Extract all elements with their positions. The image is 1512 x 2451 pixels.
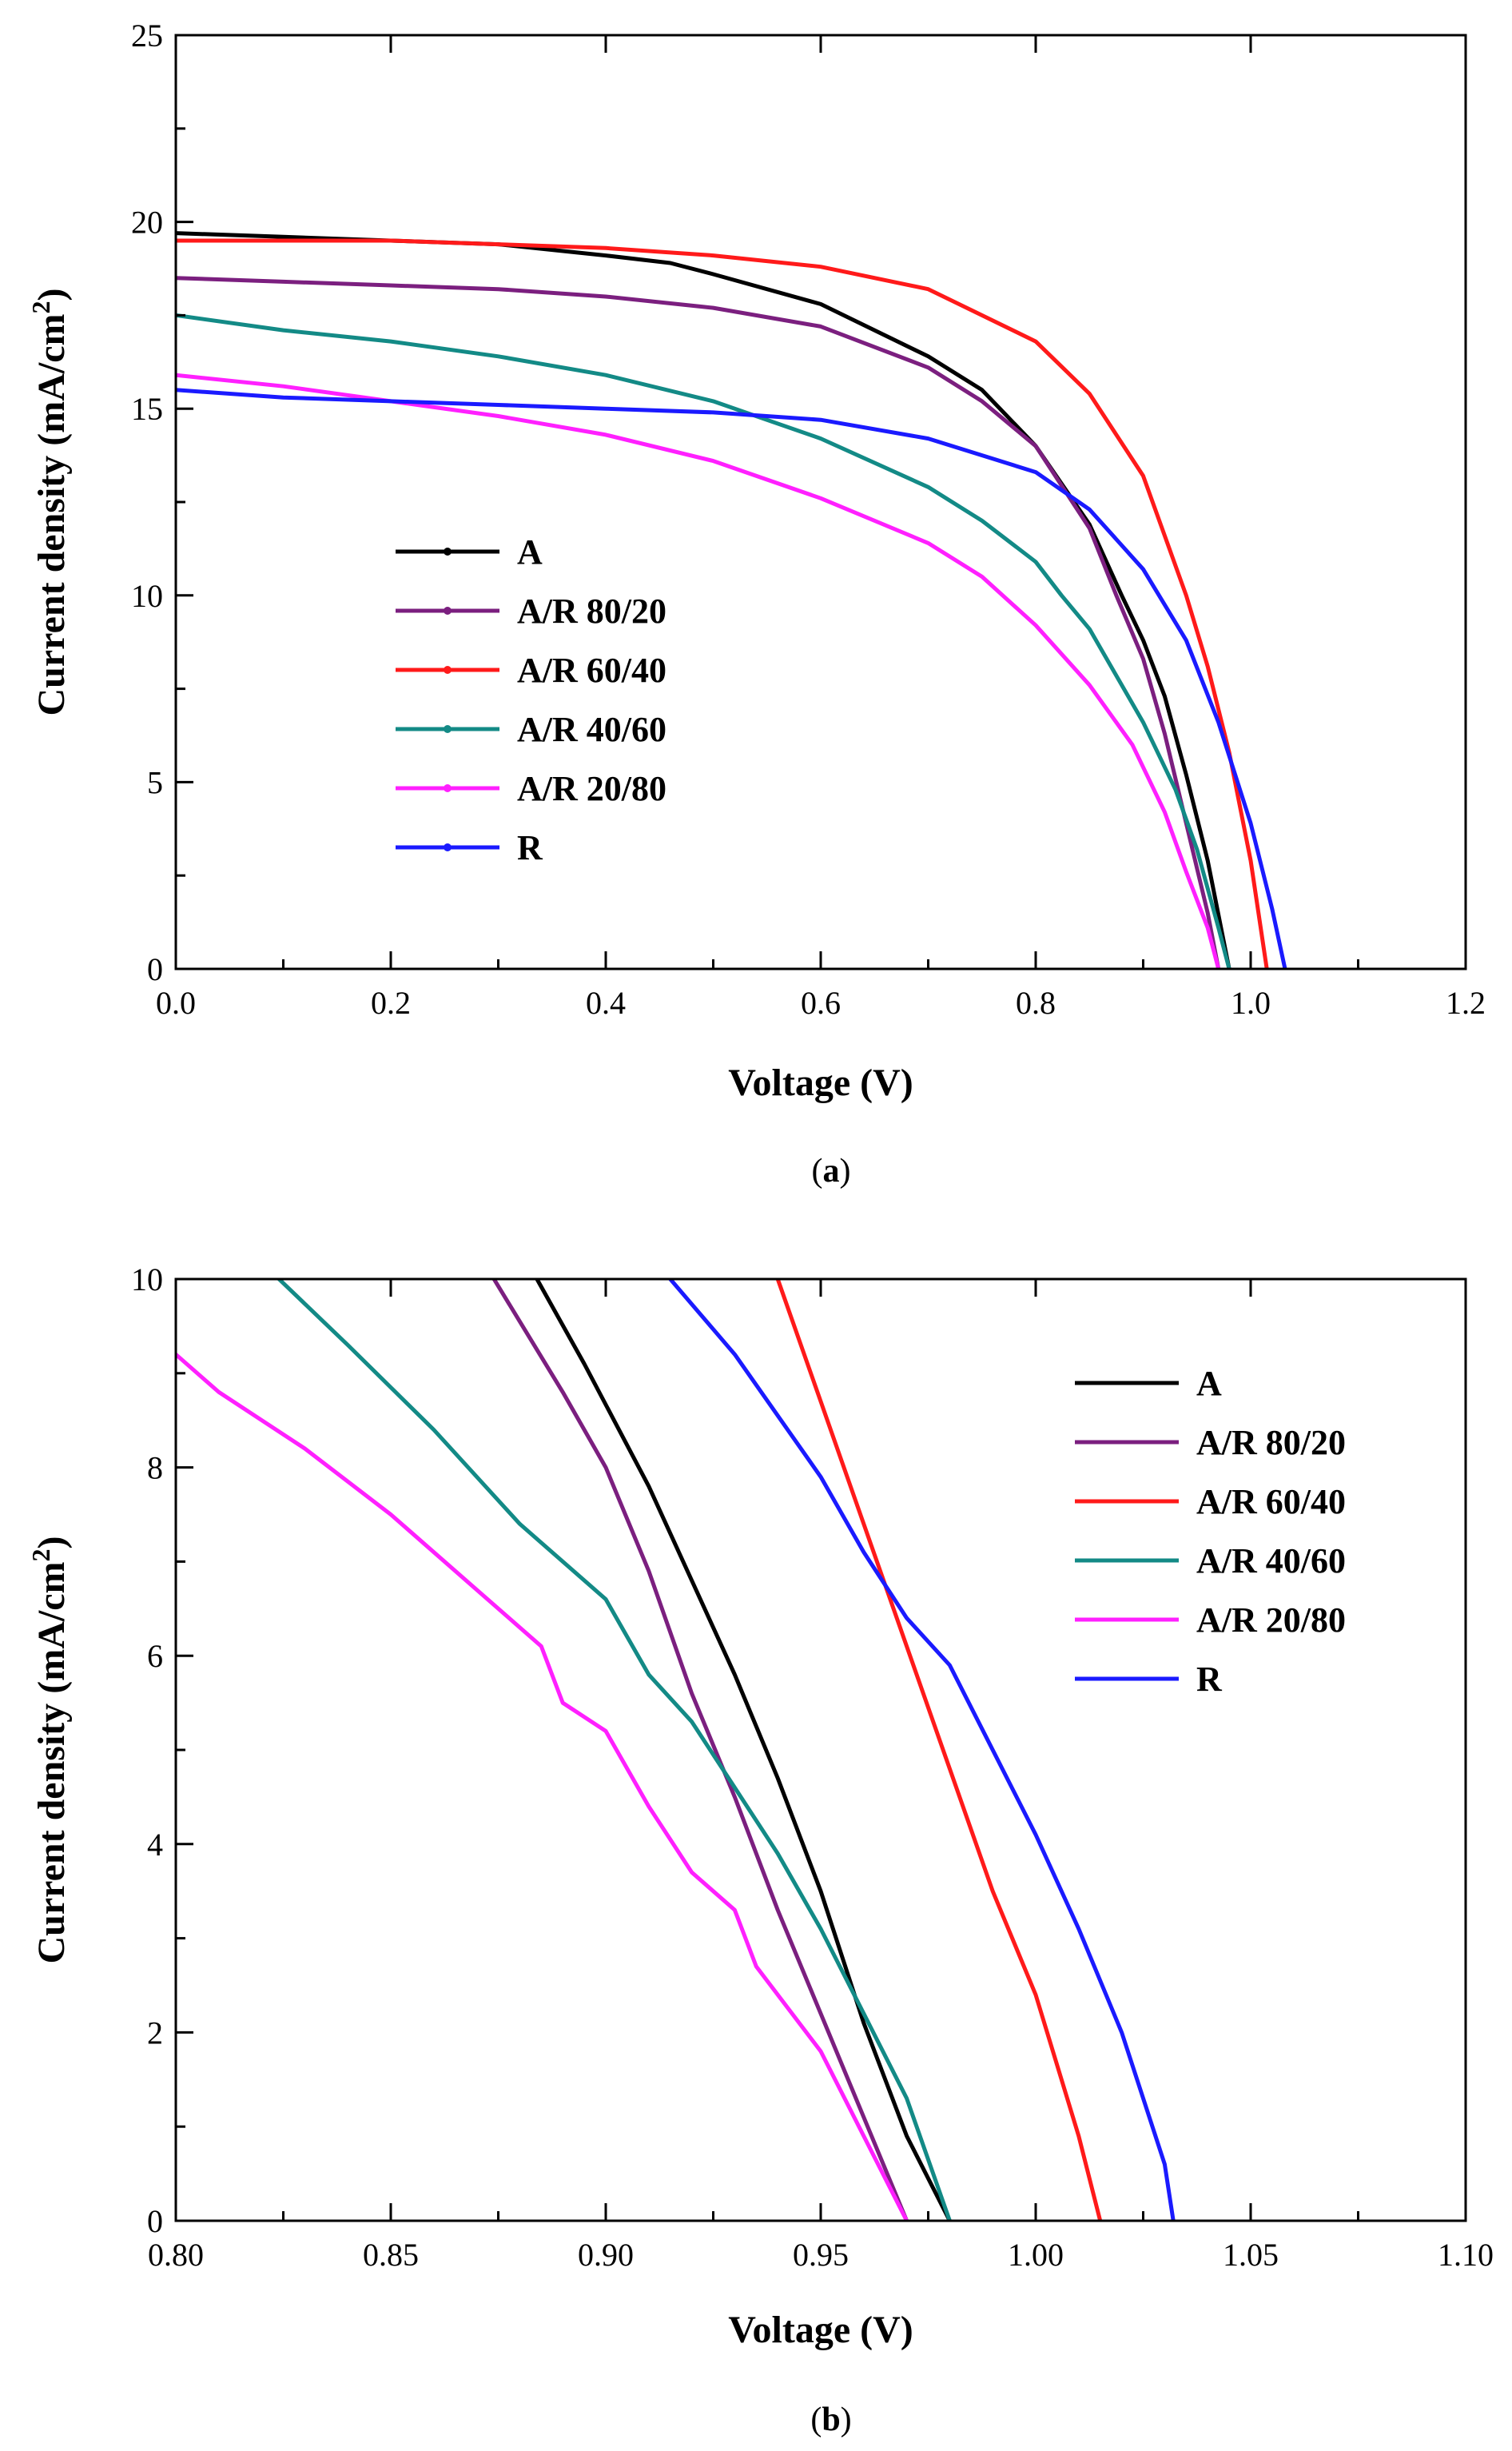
y-axis-title-superscript-a: 2 [26, 301, 55, 313]
legend-marker-a-3 [444, 725, 452, 733]
x-tick-label-a-5: 1.0 [1231, 985, 1271, 1021]
series-layer-a [176, 231, 1287, 969]
y-axis-title-superscript-b: 2 [26, 1548, 55, 1561]
x-tick-label-b-3: 0.95 [793, 2237, 849, 2273]
legend-label-a-1: A/R 80/20 [517, 592, 666, 631]
legend-marker-a-2 [444, 666, 452, 674]
x-tick-label-b-0: 0.80 [148, 2237, 204, 2273]
x-axis-title-b: Voltage (V) [728, 2309, 913, 2351]
series-line-b-2 [775, 1279, 1103, 2221]
x-tick-label-b-6: 1.10 [1438, 2237, 1494, 2273]
x-tick-label-b-1: 0.85 [363, 2237, 419, 2273]
x-tick-label-a-2: 0.4 [586, 985, 626, 1021]
series-layer-b [176, 1279, 1176, 2221]
y-tick-label-b-5: 10 [131, 1261, 163, 1297]
legend-label-a-0: A [517, 532, 543, 572]
y-axis-title-b: Current density (mA/cm2) [26, 1536, 73, 1963]
legend-label-b-0: A [1196, 1364, 1222, 1403]
series-line-a-5 [176, 388, 1287, 969]
y-axis-title-close-a: ) [30, 288, 73, 301]
legend-b: A A/R 80/20 A/R 60/40 A/R 40/60 A/R 20/80 R [1075, 1364, 1346, 1699]
legend-marker-a-1 [444, 607, 452, 615]
x-tick-label-a-4: 0.8 [1016, 985, 1056, 1021]
series-line-b-5 [668, 1279, 1176, 2221]
legend-marker-a-0 [444, 548, 452, 556]
series-line-a-2 [176, 238, 1269, 969]
series-line-a-3 [176, 313, 1231, 969]
x-tick-label-b-5: 1.05 [1223, 2237, 1279, 2273]
y-axis-title-close-b: ) [30, 1536, 73, 1548]
ticks-a: 0.0 0.2 0.4 0.6 0.8 1.0 1.2 0 5 10 15 20 25 [131, 18, 1486, 1021]
y-tick-label-b-4: 8 [147, 1450, 163, 1486]
series-line-b-3 [277, 1279, 952, 2221]
legend-label-b-1: A/R 80/20 [1196, 1423, 1346, 1462]
x-axis-title-a: Voltage (V) [728, 1062, 913, 1104]
x-tick-label-a-0: 0.0 [156, 985, 196, 1021]
legend-label-a-3: A/R 40/60 [517, 710, 666, 749]
caption-close-b: ) [841, 2401, 852, 2438]
y-tick-label-a-1: 5 [147, 764, 163, 800]
series-line-b-1 [491, 1279, 909, 2221]
y-tick-label-a-2: 10 [131, 578, 163, 614]
y-axis-title-text-a: Current density (mA/cm [30, 313, 73, 715]
y-tick-label-a-4: 20 [131, 205, 163, 241]
y-tick-label-a-0: 0 [147, 951, 163, 987]
y-tick-label-b-2: 4 [147, 1827, 163, 1863]
legend-label-b-4: A/R 20/80 [1196, 1600, 1346, 1640]
ticks-b: 0.80 0.85 0.90 0.95 1.00 1.05 1.10 0 2 4 6 8 10 [131, 1261, 1494, 2273]
chart-panel-b: 0.80 0.85 0.90 0.95 1.00 1.05 1.10 0 2 4 6 8 10 Volt… [26, 1261, 1494, 2438]
series-line-b-4 [176, 1352, 909, 2221]
chart-panel-a: 0.0 0.2 0.4 0.6 0.8 1.0 1.2 0 5 10 15 20 25 Voltage … [26, 18, 1486, 1190]
plot-area-b [174, 1277, 1467, 2222]
legend-label-a-5: R [517, 828, 543, 867]
x-tick-label-a-6: 1.2 [1446, 985, 1486, 1021]
x-tick-label-b-2: 0.90 [578, 2237, 634, 2273]
caption-close-a: ) [840, 1153, 851, 1190]
y-axis-title-text-b: Current density (mA/cm [30, 1561, 73, 1963]
y-tick-label-b-0: 0 [147, 2203, 163, 2239]
legend-marker-a-4 [444, 784, 452, 792]
y-tick-label-b-1: 2 [147, 2015, 163, 2050]
plot-area-a [174, 34, 1467, 970]
legend-label-b-5: R [1196, 1660, 1223, 1699]
legend-a: A A/R 80/20 A/R 60/40 A/R 40/60 A/R 20/80 R [396, 532, 666, 867]
panel-caption-b: (b) [810, 2401, 851, 2438]
series-line-a-4 [176, 373, 1221, 969]
y-tick-label-b-3: 6 [147, 1638, 163, 1674]
y-tick-label-a-3: 15 [131, 391, 163, 427]
legend-label-a-4: A/R 20/80 [517, 769, 666, 808]
panel-caption-a: (a) [812, 1153, 851, 1190]
legend-marker-a-5 [444, 843, 452, 851]
caption-letter-a: a [823, 1153, 840, 1190]
legend-label-b-3: A/R 40/60 [1196, 1541, 1346, 1580]
caption-open-b: ( [810, 2401, 822, 2438]
x-tick-label-a-3: 0.6 [801, 985, 841, 1021]
x-tick-label-b-4: 1.00 [1008, 2237, 1064, 2273]
caption-open-a: ( [812, 1153, 823, 1190]
series-line-a-1 [176, 276, 1221, 969]
legend-label-a-2: A/R 60/40 [517, 651, 666, 690]
legend-label-b-2: A/R 60/40 [1196, 1482, 1346, 1521]
series-line-b-0 [535, 1279, 952, 2221]
y-axis-title-a: Current density (mA/cm2) [26, 288, 73, 715]
series-line-a-0 [176, 231, 1231, 969]
x-tick-label-a-1: 0.2 [371, 985, 411, 1021]
caption-letter-b: b [822, 2401, 840, 2438]
y-tick-label-a-5: 25 [131, 18, 163, 54]
